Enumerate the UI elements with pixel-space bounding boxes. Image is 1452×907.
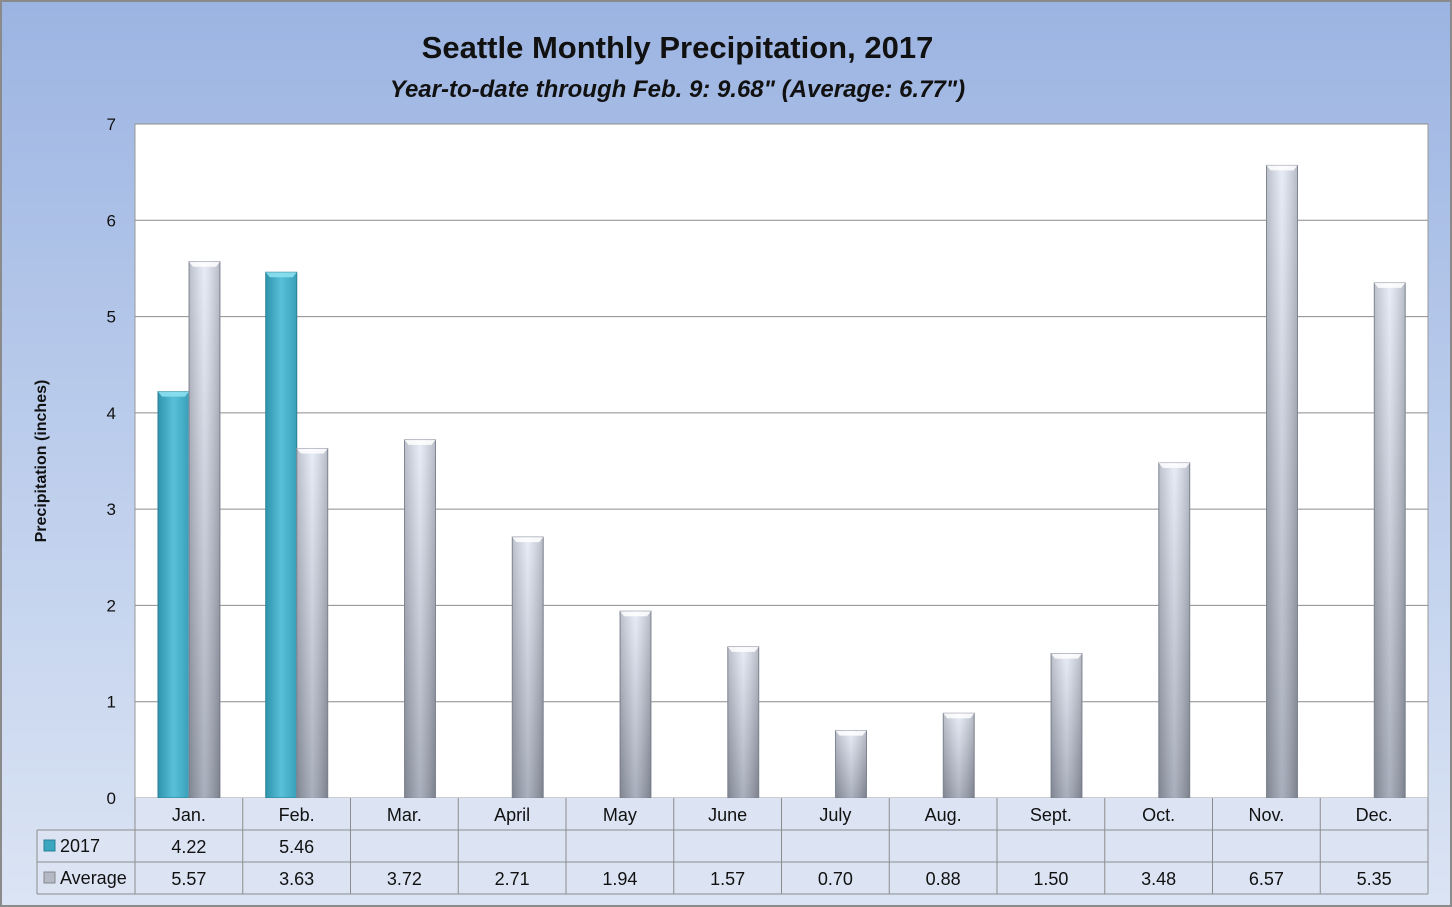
bar-shading: [835, 730, 867, 798]
bar-bevel: [265, 272, 297, 278]
x-category-label: Mar.: [387, 805, 422, 825]
legend-key-2017: [43, 839, 56, 852]
bar-bevel: [404, 439, 436, 445]
bar-bevel: [943, 713, 975, 719]
x-category-label: April: [494, 805, 530, 825]
data-table-cell: 4.22: [171, 837, 206, 857]
bar-shading: [620, 611, 651, 798]
y-tick-label: 1: [107, 693, 116, 712]
x-category-label: Sept.: [1030, 805, 1072, 825]
bar-bevel: [189, 261, 220, 267]
x-category-label: June: [708, 805, 747, 825]
y-tick-label: 3: [107, 500, 116, 519]
data-table-cell: 3.63: [279, 869, 314, 889]
y-tick-label: 6: [107, 211, 116, 230]
bar-bevel: [1051, 653, 1082, 659]
bar-bevel: [620, 611, 651, 617]
plot-area: [134, 123, 1429, 799]
y-tick-label: 4: [107, 404, 116, 423]
bar-bevel: [158, 391, 189, 397]
bar-shading: [943, 713, 975, 798]
legend-label: Average: [60, 868, 127, 888]
bar-shading: [512, 537, 544, 798]
data-table-cell: 6.57: [1249, 869, 1284, 889]
x-category-label: Jan.: [172, 805, 206, 825]
chart-subtitle: Year-to-date through Feb. 9: 9.68" (Aver…: [389, 76, 966, 103]
legend-key-average: [43, 871, 56, 884]
y-tick-label: 7: [107, 115, 116, 134]
bar-bevel: [512, 537, 544, 543]
x-category-label: Nov.: [1249, 805, 1285, 825]
data-table-cell: 3.72: [387, 869, 422, 889]
x-category-label: Feb.: [279, 805, 315, 825]
bar-bevel: [1158, 462, 1190, 468]
data-table-cell: 3.48: [1141, 869, 1176, 889]
x-category-label: Dec.: [1356, 805, 1393, 825]
bar-shading: [1158, 462, 1190, 798]
bar-2017-0: [157, 391, 190, 799]
bar-bevel: [727, 646, 759, 652]
x-category-label: May: [603, 805, 637, 825]
data-table-cell: 1.50: [1033, 869, 1068, 889]
bar-shading: [1051, 653, 1082, 798]
data-table-cell: 1.94: [602, 869, 637, 889]
y-tick-label: 0: [107, 789, 116, 808]
bar-bevel: [1374, 282, 1406, 288]
data-table-cell: 5.46: [279, 837, 314, 857]
bar-bevel: [296, 448, 328, 454]
x-category-label: Oct.: [1142, 805, 1175, 825]
bar-2017-1: [265, 271, 298, 799]
bar-shading: [1374, 282, 1406, 798]
data-table-cell: 0.70: [818, 869, 853, 889]
data-table-cell: 1.57: [710, 869, 745, 889]
data-table-cell: 5.35: [1357, 869, 1392, 889]
bar-shading: [189, 261, 220, 798]
bar-shading: [296, 448, 328, 798]
chart-title: Seattle Monthly Precipitation, 2017: [421, 30, 934, 65]
legend-label: 2017: [60, 836, 100, 856]
bar-shading: [1266, 165, 1298, 799]
data-table-cell: 2.71: [495, 869, 530, 889]
data-table-cell: 5.57: [171, 869, 206, 889]
y-tick-label: 2: [107, 596, 116, 615]
data-table-cell: 0.88: [926, 869, 961, 889]
bar-bevel: [1266, 165, 1298, 171]
x-category-label: July: [819, 805, 851, 825]
bar-shading: [404, 439, 436, 798]
bar-shading: [727, 646, 759, 798]
y-tick-label: 5: [107, 308, 116, 327]
x-category-label: Aug.: [925, 805, 962, 825]
bar-bevel: [835, 730, 867, 736]
